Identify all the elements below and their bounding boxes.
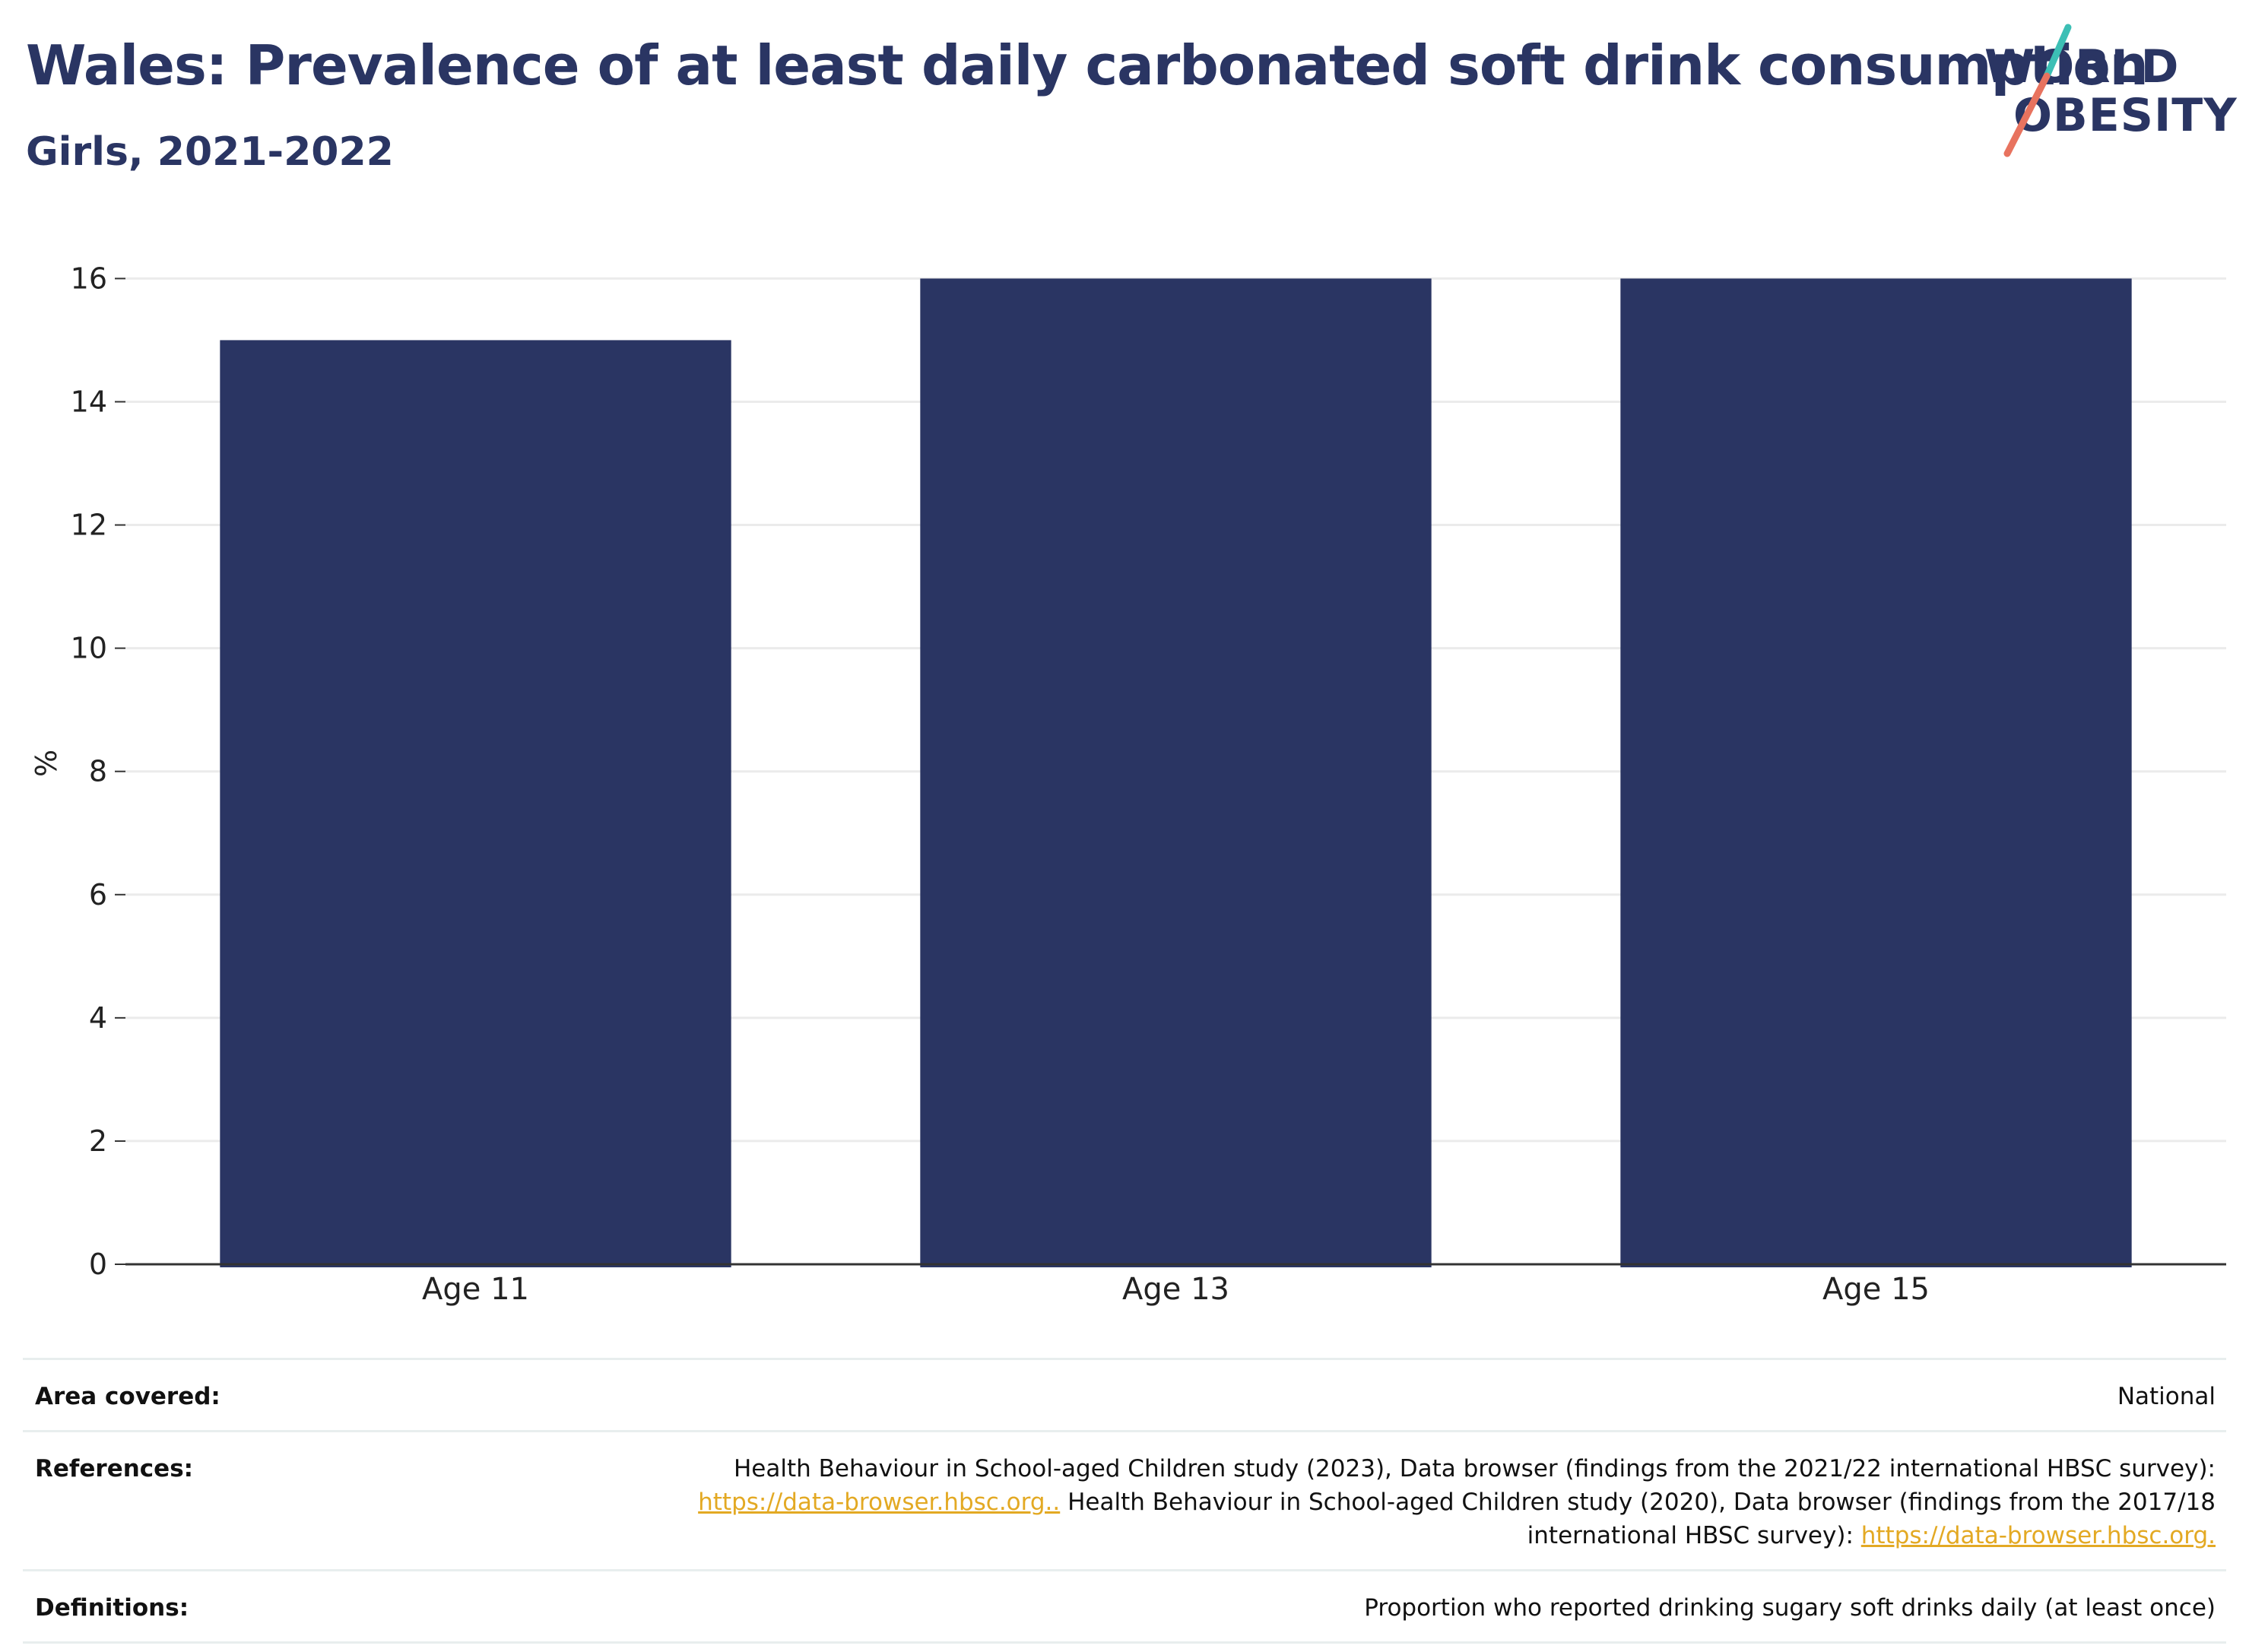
area-covered-value: National: [2117, 1383, 2216, 1410]
info-row-references: References: Health Behaviour in School-a…: [23, 1430, 2226, 1569]
y-tick-label: 14: [71, 385, 107, 418]
y-axis-label: %: [30, 750, 63, 777]
y-tick-label: 0: [89, 1248, 107, 1281]
definitions-label: Definitions:: [35, 1594, 189, 1622]
references-label: References:: [35, 1455, 194, 1482]
area-covered-label: Area covered:: [35, 1383, 220, 1410]
y-tick-label: 6: [89, 878, 107, 912]
x-tick-label: Age 15: [1822, 1272, 1930, 1307]
x-tick-label: Age 11: [422, 1272, 529, 1307]
reference-link-2[interactable]: https://data-browser.hbsc.org.: [1860, 1522, 2216, 1549]
bar: [220, 340, 731, 1267]
y-tick-label: 16: [71, 262, 107, 295]
logo-word-obesity: OBESITY: [2013, 89, 2238, 142]
references-value: Health Behaviour in School-aged Children…: [543, 1452, 2216, 1552]
logo-slash-icon: [2003, 24, 2072, 157]
y-tick-label: 10: [71, 632, 107, 665]
definitions-value: Proportion who reported drinking sugary …: [1364, 1594, 2216, 1622]
y-tick-label: 2: [89, 1124, 107, 1158]
reference-link-1[interactable]: https://data-browser.hbsc.org..: [698, 1489, 1061, 1516]
bar-chart: 0 2 4 6 8 10 12 14 16 Age 11 Age 13 Age 15%: [30, 262, 2226, 1307]
bar: [920, 278, 1432, 1267]
chart-subtitle: Girls, 2021-2022: [26, 129, 394, 175]
axes: 0 2 4 6 8 10 12 14 16 Age 11 Age 13 Age 15%: [30, 262, 2226, 1307]
chart-title: Wales: Prevalence of at least daily carb…: [26, 33, 2149, 97]
logo-word-world: WORLD: [1984, 40, 2180, 94]
world-obesity-logo: WORLD OBESITY: [1984, 23, 2238, 160]
bars: [220, 278, 2132, 1267]
info-table: Area covered: National References: Healt…: [23, 1358, 2226, 1644]
y-tick-label: 4: [89, 1001, 107, 1035]
y-tick-label: 8: [89, 755, 107, 788]
bar: [1620, 278, 2132, 1267]
reference-text-1: Health Behaviour in School-aged Children…: [734, 1455, 2216, 1482]
reference-text-2: Health Behaviour in School-aged Children…: [1060, 1489, 2216, 1549]
x-tick-label: Age 13: [1122, 1272, 1229, 1307]
info-row-area: Area covered: National: [23, 1358, 2226, 1430]
info-row-definitions: Definitions: Proportion who reported dri…: [23, 1569, 2226, 1644]
y-tick-label: 12: [71, 509, 107, 542]
